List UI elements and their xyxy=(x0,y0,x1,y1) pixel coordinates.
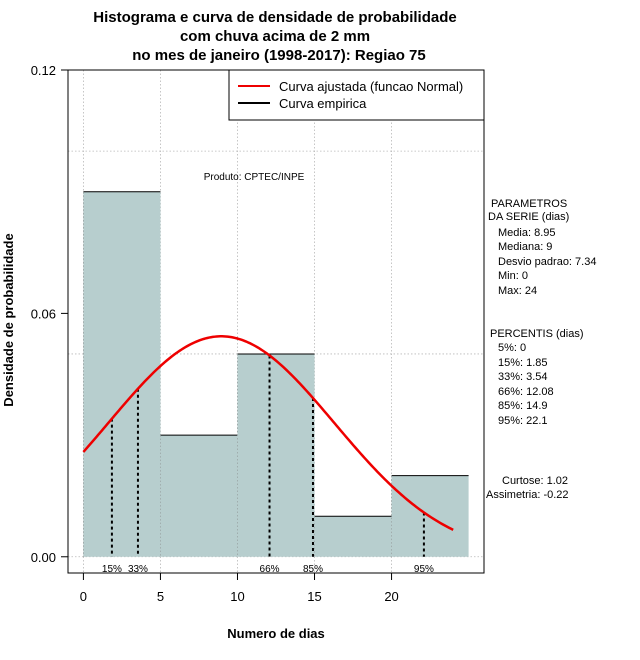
percentil-66: 66%: 12.08 xyxy=(498,386,554,398)
x-tick-label: 5 xyxy=(157,589,164,604)
chart-title-line-1: Histograma e curva de densidade de proba… xyxy=(93,9,456,26)
y-axis-title: Densidade de probabilidade xyxy=(1,233,16,406)
percentile-marker-label: 66% xyxy=(260,564,280,575)
percentil-5: 5%: 0 xyxy=(498,342,526,354)
param-desvio: Desvio padrao: 7.34 xyxy=(498,256,596,268)
normal-fit-curve xyxy=(82,335,454,531)
percentile-marker-label: 15% xyxy=(102,564,122,575)
chart-title-line-2: com chuva acima de 2 mm xyxy=(180,28,370,45)
product-annotation: Produto: CPTEC/INPE xyxy=(204,172,305,183)
percentis-title: PERCENTIS (dias) xyxy=(490,328,584,340)
axes: 0 5 10 15 20 0.00 0.06 0.12 xyxy=(31,63,399,604)
percentil-33: 33%: 3.54 xyxy=(498,371,548,383)
params-title-line-2: DA SERIE (dias) xyxy=(488,211,569,223)
y-tick-label: 0.00 xyxy=(31,550,56,565)
percentile-marker-label: 33% xyxy=(128,564,148,575)
percentil-15: 15%: 1.85 xyxy=(498,357,548,369)
x-tick-label: 20 xyxy=(384,589,398,604)
histogram-bar xyxy=(83,191,161,557)
x-axis-title: Numero de dias xyxy=(227,626,325,641)
percentil-85: 85%: 14.9 xyxy=(498,400,548,412)
percentile-markers: 15% 33% 66% 85% 95% xyxy=(102,355,434,575)
assimetria-value: Assimetria: -0.22 xyxy=(486,489,569,501)
percentile-marker-label: 85% xyxy=(303,564,323,575)
side-panel: PARAMETROS DA SERIE (dias) Media: 8.95 M… xyxy=(486,198,596,501)
histogram-bar xyxy=(314,516,392,557)
percentile-marker-label: 95% xyxy=(414,564,434,575)
legend-label-empirical: Curva empirica xyxy=(279,96,367,111)
params-title-line-1: PARAMETROS xyxy=(491,198,567,210)
param-max: Max: 24 xyxy=(498,285,537,297)
histogram-bar xyxy=(237,353,315,557)
chart-title-line-3: no mes de janeiro (1998-2017): Regiao 75 xyxy=(132,47,425,64)
param-media: Media: 8.95 xyxy=(498,227,555,239)
param-mediana: Mediana: 9 xyxy=(498,241,552,253)
param-min: Min: 0 xyxy=(498,270,528,282)
percentil-95: 95%: 22.1 xyxy=(498,415,548,427)
x-tick-label: 15 xyxy=(307,589,321,604)
y-tick-label: 0.06 xyxy=(31,306,56,321)
legend: Curva ajustada (funcao Normal) Curva emp… xyxy=(228,69,485,121)
x-tick-label: 10 xyxy=(230,589,244,604)
y-tick-label: 0.12 xyxy=(31,63,56,78)
histogram-bars xyxy=(83,191,469,557)
x-tick-label: 0 xyxy=(80,589,87,604)
legend-box xyxy=(228,69,485,121)
curtose-value: Curtose: 1.02 xyxy=(502,475,568,487)
histogram-bar xyxy=(160,435,238,557)
legend-label-fitted: Curva ajustada (funcao Normal) xyxy=(279,79,463,94)
